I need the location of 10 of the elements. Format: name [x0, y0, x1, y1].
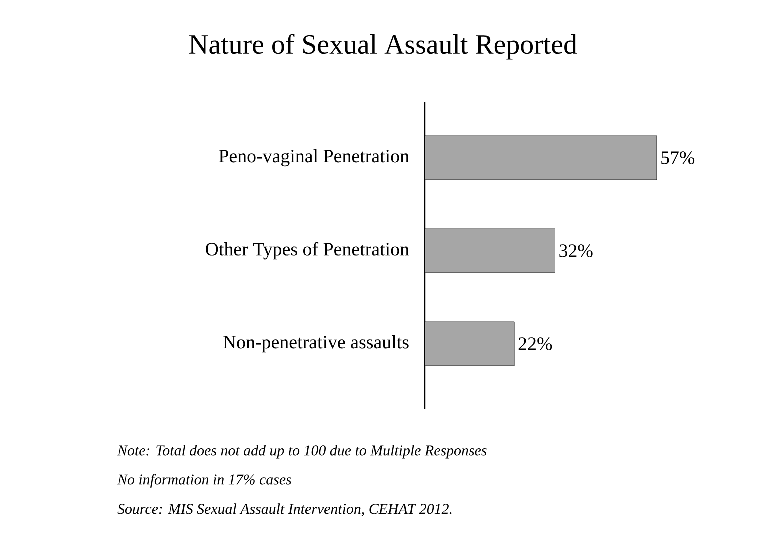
source-note: Source: MIS Sexual Assault Intervention, CEHAT 2012. [118, 504, 452, 516]
y-tick-label: Peno-vaginal Penetration [219, 149, 410, 167]
text: No information in 17% cases [117, 474, 292, 488]
y-tick-label: Other Types of Penetration [206, 242, 410, 260]
data-label: 57% [662, 152, 695, 164]
data-label: 22% [518, 338, 552, 350]
data-label: 32% [560, 244, 593, 258]
y-tick-label: Non-penetrative assaults [223, 335, 409, 353]
chart-title: Nature of Sexual Assault Reported [189, 34, 578, 60]
text: Note: Total does not add up to 100 due to Multiple Responses [117, 445, 487, 459]
